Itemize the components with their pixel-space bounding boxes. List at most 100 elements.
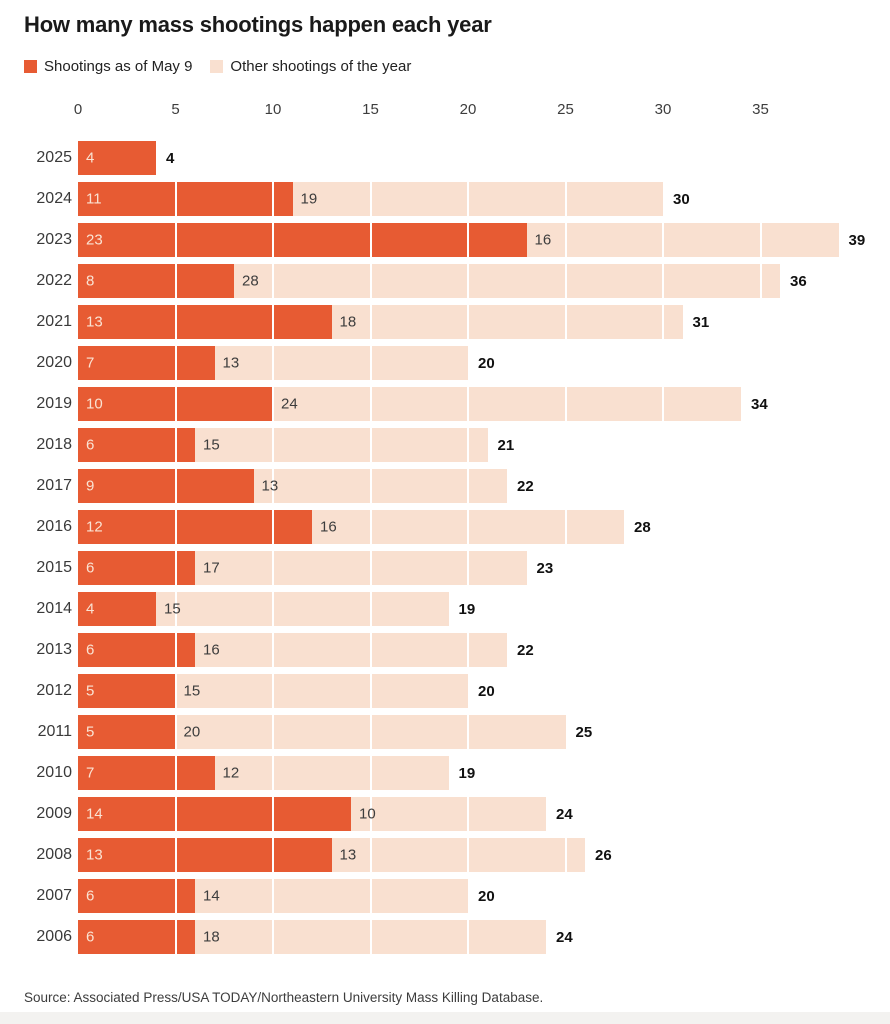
bar-stack-2013: 6 16 — [78, 633, 507, 667]
bar-gridline — [564, 838, 567, 872]
bar-gridline — [467, 510, 469, 544]
bar-stack-2015: 6 17 — [78, 551, 527, 585]
value-label-as-of-may-9: 6 — [86, 559, 95, 577]
segment-as-of-may-9 — [78, 674, 176, 708]
bar-row-2015: 2015 6 17 23 — [24, 551, 866, 585]
x-axis-tick-0: 0 — [73, 101, 83, 118]
bar-stack-2019: 10 24 — [78, 387, 741, 421]
bar-gridline — [272, 756, 274, 790]
bar-row-2006: 2006 6 18 24 — [24, 920, 866, 954]
bar-gridline — [272, 223, 274, 257]
segment-as-of-may-9 — [78, 920, 195, 954]
bar-gridline — [272, 633, 274, 667]
value-label-as-of-may-9: 12 — [86, 518, 103, 536]
value-label-as-of-may-9: 5 — [86, 682, 95, 700]
bar-stack-2016: 12 16 — [78, 510, 624, 544]
bar-gridline — [174, 346, 177, 380]
year-label-2013: 2013 — [36, 641, 72, 658]
total-label-2011: 25 — [575, 723, 593, 741]
bar-gridline — [467, 428, 469, 462]
bar-gridline — [174, 838, 177, 872]
bar-gridline — [369, 838, 372, 872]
bar-stack-2023: 23 16 — [78, 223, 839, 257]
bar-gridline — [467, 797, 469, 831]
bar-gridline — [272, 920, 274, 954]
bar-row-2014: 2014 4 15 19 — [24, 592, 866, 626]
bar-stack-2007: 6 14 — [78, 879, 468, 913]
bar-gridline — [564, 305, 567, 339]
year-label-2007: 2007 — [36, 887, 72, 904]
bar-gridline — [369, 387, 372, 421]
bar-gridline — [174, 264, 177, 298]
bar-row-2016: 2016 12 16 28 — [24, 510, 866, 544]
segment-other-shootings — [214, 346, 468, 380]
x-axis-tick-25: 25 — [557, 101, 574, 118]
bar-gridline — [174, 182, 177, 216]
year-label-2022: 2022 — [36, 272, 72, 289]
segment-other-shootings — [526, 223, 839, 257]
bar-gridline — [272, 346, 274, 380]
bar-gridline — [174, 920, 177, 954]
total-label-2021: 31 — [692, 313, 710, 331]
value-label-other-shootings: 16 — [203, 641, 220, 659]
segment-other-shootings — [195, 551, 527, 585]
bar-gridline — [174, 633, 177, 667]
x-axis-tick-10: 10 — [264, 101, 282, 118]
x-axis-tick-5: 5 — [171, 101, 180, 118]
bar-gridline — [174, 469, 177, 503]
value-label-other-shootings: 19 — [300, 190, 318, 208]
bar-stack-2011: 5 20 — [78, 715, 566, 749]
total-label-2023: 39 — [848, 231, 866, 249]
bar-gridline — [174, 223, 177, 257]
bar-gridline — [174, 592, 177, 626]
bar-gridline — [662, 387, 664, 421]
value-label-as-of-may-9: 10 — [86, 395, 103, 413]
bar-gridline — [272, 551, 274, 585]
value-label-other-shootings: 13 — [261, 477, 279, 495]
bar-gridline — [467, 264, 469, 298]
bar-row-2020: 2020 7 13 20 — [24, 346, 866, 380]
year-label-2008: 2008 — [36, 846, 72, 863]
bar-gridline — [369, 469, 372, 503]
value-label-other-shootings: 15 — [203, 436, 220, 454]
bar-row-2025: 2025 4 4 — [24, 141, 866, 175]
bar-gridline — [759, 264, 762, 298]
bar-gridline — [369, 346, 372, 380]
bar-gridline — [369, 182, 372, 216]
total-label-2017: 22 — [517, 477, 534, 495]
bar-row-2021: 2021 13 18 31 — [24, 305, 866, 339]
bar-gridline — [369, 510, 372, 544]
bar-gridline — [662, 264, 664, 298]
value-label-as-of-may-9: 6 — [86, 641, 95, 659]
bar-gridline — [272, 510, 274, 544]
total-label-2018: 21 — [497, 436, 515, 454]
bar-stack-2012: 5 15 — [78, 674, 468, 708]
bar-rows: 2025 4 4 2024 11 19 30 2023 23 16 39 2022 8 28 36 2021 1… — [24, 141, 866, 954]
bar-stack-2014: 4 15 — [78, 592, 449, 626]
bar-stack-2021: 13 18 — [78, 305, 683, 339]
year-label-2015: 2015 — [36, 559, 72, 576]
segment-other-shootings — [331, 838, 585, 872]
bottom-divider — [0, 1012, 890, 1024]
bar-gridline — [467, 223, 469, 257]
year-label-2014: 2014 — [36, 600, 72, 617]
value-label-other-shootings: 16 — [534, 231, 552, 249]
bar-gridline — [369, 674, 372, 708]
value-label-other-shootings: 13 — [339, 846, 357, 864]
total-label-2008: 26 — [595, 846, 612, 864]
value-label-as-of-may-9: 23 — [86, 231, 103, 249]
total-label-2007: 20 — [478, 887, 495, 905]
bar-gridline — [369, 264, 372, 298]
bar-gridline — [272, 592, 274, 626]
value-label-other-shootings: 24 — [281, 395, 298, 413]
source-note: Source: Associated Press/USA TODAY/North… — [24, 990, 544, 1005]
total-label-2025: 4 — [166, 149, 175, 167]
bar-gridline — [272, 387, 274, 421]
value-label-as-of-may-9: 4 — [86, 600, 95, 618]
bar-gridline — [272, 305, 274, 339]
bar-gridline — [369, 920, 372, 954]
bar-gridline — [272, 182, 274, 216]
bar-gridline — [174, 756, 177, 790]
bar-gridline — [467, 715, 469, 749]
bar-gridline — [174, 510, 177, 544]
